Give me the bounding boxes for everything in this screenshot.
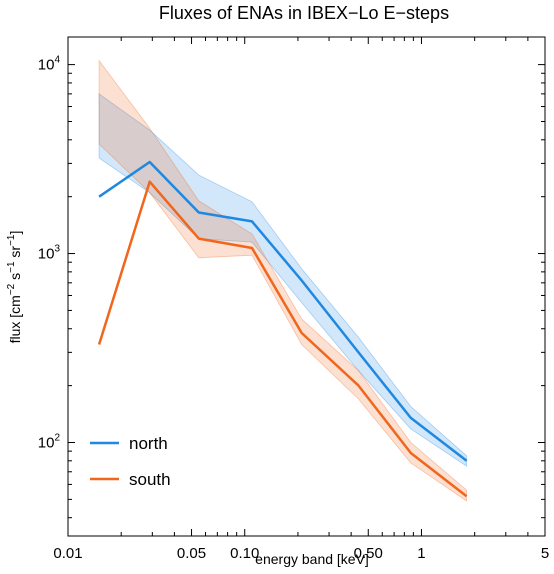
x-tick-label: 0.10 xyxy=(230,545,259,562)
band-south xyxy=(98,59,468,502)
x-tick-label: 1 xyxy=(417,545,425,562)
legend-north-label: north xyxy=(129,434,168,453)
plot-frame xyxy=(67,36,546,537)
x-tick-label: 0.05 xyxy=(177,545,206,562)
y-tick-label: 104 xyxy=(38,55,61,74)
y-axis-label: flux [cm−2 s−1 sr−1] xyxy=(6,231,23,344)
x-axis-label: energy band [keV] xyxy=(255,551,369,567)
y-tick-label: 103 xyxy=(38,244,61,263)
series-line-north xyxy=(98,160,468,462)
chart-title: Fluxes of ENAs in IBEX−Lo E−steps xyxy=(159,3,449,23)
x-tick-label: 0.50 xyxy=(354,545,383,562)
legend: north south xyxy=(90,434,171,489)
legend-south-label: south xyxy=(129,470,171,489)
y-tick-label: 102 xyxy=(38,433,61,452)
x-tick-label: 5 xyxy=(541,545,549,562)
x-tick-label: 0.01 xyxy=(53,545,82,562)
series-line-south xyxy=(97,180,468,498)
